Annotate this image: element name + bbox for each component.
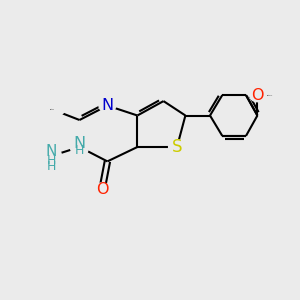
Ellipse shape xyxy=(258,88,282,102)
Text: methyl: methyl xyxy=(50,109,55,110)
Text: N: N xyxy=(45,144,57,159)
Text: H: H xyxy=(75,144,84,158)
Text: O: O xyxy=(96,182,108,197)
Text: methoxy: methoxy xyxy=(267,94,273,96)
Text: N: N xyxy=(74,136,86,151)
Ellipse shape xyxy=(38,145,62,169)
Ellipse shape xyxy=(70,137,88,157)
Text: N: N xyxy=(101,98,113,113)
Ellipse shape xyxy=(169,140,185,154)
Text: S: S xyxy=(172,138,182,156)
Ellipse shape xyxy=(250,88,265,102)
Text: O: O xyxy=(251,88,264,103)
Ellipse shape xyxy=(94,183,110,196)
Text: H: H xyxy=(46,154,56,167)
Ellipse shape xyxy=(99,98,116,113)
Text: H: H xyxy=(46,160,56,173)
Ellipse shape xyxy=(40,102,64,117)
